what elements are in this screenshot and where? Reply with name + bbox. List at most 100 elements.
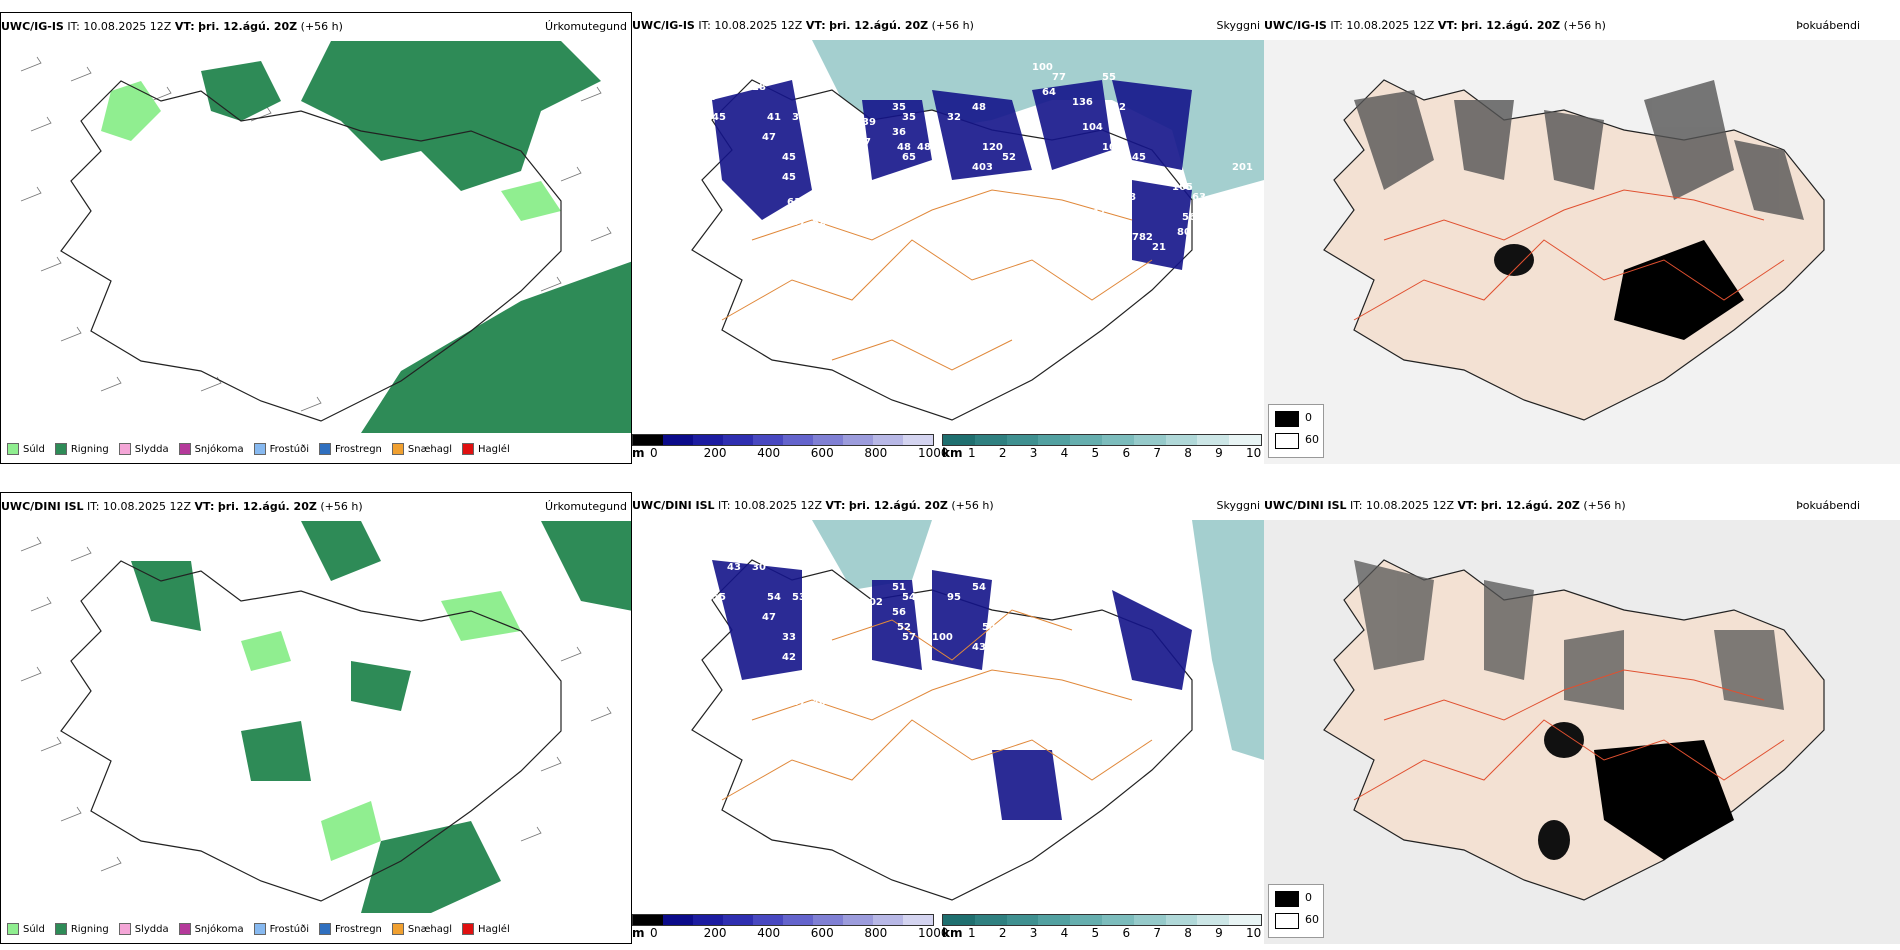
lead-time: (+56 h) xyxy=(1563,19,1606,32)
valid-time: þri. 12.ágú. 20Z xyxy=(848,499,948,512)
light-swatch xyxy=(1275,433,1299,449)
legend-swatch xyxy=(54,923,67,935)
ceiling-unit: m xyxy=(632,446,645,460)
ceiling-label: 59 xyxy=(1102,622,1116,633)
iceland-outline xyxy=(60,80,562,422)
visibility-unit: km xyxy=(942,926,963,940)
ceiling-label: 55 xyxy=(1102,72,1116,83)
cloud-map xyxy=(1264,40,1900,464)
model-name: UWC/IG-IS xyxy=(1,20,64,33)
colorbar-tick: 2 xyxy=(998,446,1007,460)
ceiling-label: 42 xyxy=(782,652,796,663)
ceiling-label: 48 xyxy=(1072,577,1086,588)
valid-time: þri. 12.ágú. 20Z xyxy=(1461,19,1561,32)
legend-item-0: Súld xyxy=(7,443,45,455)
colorbar-tick: 400 xyxy=(757,926,781,940)
legend-label: Slydda xyxy=(134,923,169,935)
ceiling-label: 56 xyxy=(892,607,906,618)
colorbar-tick: 3 xyxy=(1029,926,1038,940)
init-time: 10.08.2025 12Z xyxy=(714,19,803,32)
colorbar-tick: 600 xyxy=(810,446,834,460)
ceiling-label: 104 xyxy=(1082,122,1103,133)
legend-label: Frostregn xyxy=(335,443,382,455)
legend-label: Haglél xyxy=(478,923,510,935)
model-name: UWC/IG-IS xyxy=(632,19,695,32)
legend-swatch xyxy=(253,923,266,935)
light-swatch xyxy=(1275,913,1299,929)
colorbar-tick: 200 xyxy=(703,926,727,940)
visibility-colorbar xyxy=(942,434,1262,446)
init-time: 10.08.2025 12Z xyxy=(734,499,823,512)
ceiling-label: 102 xyxy=(862,247,883,258)
wind-barbs xyxy=(20,56,612,412)
legend-item-5: Frostregn xyxy=(319,923,382,935)
ceiling-label: 102 xyxy=(862,597,883,608)
panel-header: UWC/DINI ISL IT: 10.08.2025 12Z VT: þri.… xyxy=(1,500,363,513)
ceiling-label: 47 xyxy=(762,132,776,143)
legend-label: Snjókoma xyxy=(194,443,244,455)
ceiling-label: 95 xyxy=(947,592,961,603)
legend-item-1: Rigning xyxy=(54,443,109,455)
ceiling-label: 109 xyxy=(1017,307,1038,318)
panel-header: UWC/IG-IS IT: 10.08.2025 12Z VT: þri. 12… xyxy=(1264,19,1606,32)
colorbar-tick: 6 xyxy=(1122,926,1131,940)
ceiling-label: 47 xyxy=(1092,207,1106,218)
legend-swatch xyxy=(54,443,67,455)
ceiling-label: 120 xyxy=(982,142,1003,153)
legend-swatch xyxy=(178,923,191,935)
ceiling-label: 53 xyxy=(792,592,806,603)
legend-label: Rigning xyxy=(70,923,109,935)
colorbar-tick: 0 xyxy=(650,446,658,460)
ceiling-label: 107 xyxy=(1102,142,1123,153)
colorbar-tick: 7 xyxy=(1153,446,1161,460)
ceiling-label: 35 xyxy=(792,112,806,123)
legend-swatch xyxy=(118,923,131,935)
ceiling-label: 47 xyxy=(857,137,871,148)
iceland-outline xyxy=(60,560,562,902)
ceiling-label: 49 xyxy=(1002,287,1016,298)
ceiling-label: 33 xyxy=(782,632,796,643)
ceiling-label: 77 xyxy=(1052,72,1066,83)
legend-swatch xyxy=(462,923,475,935)
ceiling-label: 52 xyxy=(1002,152,1016,163)
legend-item-6: Snæhagl xyxy=(391,923,452,935)
panel-title: Þokuábendi xyxy=(1796,19,1860,32)
valid-time: þri. 12.ágú. 20Z xyxy=(829,19,929,32)
lead-time: (+56 h) xyxy=(951,499,994,512)
colorbar-tick: 6 xyxy=(1122,446,1131,460)
ceiling-label: 52 xyxy=(897,622,911,633)
ceiling-label: 58 xyxy=(1002,632,1016,643)
ceiling-label: 54 xyxy=(972,582,986,593)
ceiling-label: 45 xyxy=(712,112,726,123)
ceiling-label: 55 xyxy=(712,592,726,603)
panel-header: UWC/DINI ISL IT: 10.08.2025 12Z VT: þri.… xyxy=(632,499,994,512)
legend-label: Slydda xyxy=(134,443,169,455)
init-time: 10.08.2025 12Z xyxy=(1346,19,1435,32)
ceiling-label: 48 xyxy=(787,677,801,688)
panel-header: UWC/DINI ISL IT: 10.08.2025 12Z VT: þri.… xyxy=(1264,499,1626,512)
ceiling-label: 45 xyxy=(1132,152,1146,163)
ceiling-label: 32 xyxy=(932,152,946,163)
legend-label: Frostúði xyxy=(269,443,309,455)
init-time: 10.08.2025 12Z xyxy=(1366,499,1455,512)
init-time: 10.08.2025 12Z xyxy=(83,20,172,33)
panel-title: Úrkomutegund xyxy=(545,500,627,513)
colorbar-tick: 200 xyxy=(703,446,727,460)
precip-map xyxy=(20,41,631,433)
ceiling-label: 65 xyxy=(902,152,916,163)
legend-item-7: Haglél xyxy=(462,443,510,455)
ceiling-label: 43 xyxy=(1102,552,1116,563)
colorbar-tick: 1 xyxy=(968,446,976,460)
legend-swatch xyxy=(391,443,404,455)
ceiling-label: 41 xyxy=(767,112,781,123)
ceiling-label: 39 xyxy=(862,117,876,128)
colorbar-tick: 4 xyxy=(1060,446,1069,460)
dark-swatch xyxy=(1275,891,1299,907)
colorbar-tick: 8 xyxy=(1184,446,1192,460)
colorbar-tick: 9 xyxy=(1215,446,1223,460)
ceiling-label: 34 xyxy=(727,82,741,93)
colorbar-tick: 800 xyxy=(864,446,888,460)
colorbar-tick: 9 xyxy=(1215,926,1223,940)
legend-item-3: Snjókoma xyxy=(178,443,244,455)
colorbar-tick: 7 xyxy=(1153,926,1161,940)
